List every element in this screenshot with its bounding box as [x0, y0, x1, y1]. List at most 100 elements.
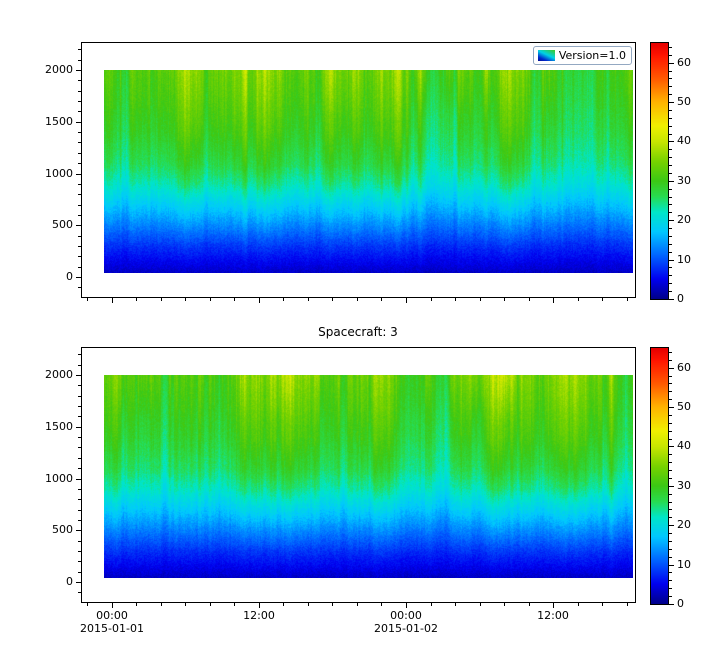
colorbar-major-tick [669, 63, 674, 64]
x-axis-minor-tick [283, 603, 284, 606]
x-axis-minor-tick [185, 298, 186, 301]
x-axis-minor-tick [210, 603, 211, 606]
x-axis-minor-tick [627, 298, 628, 301]
colorbar-tick-label: 40 [677, 439, 691, 452]
y-tick-label: 500 [52, 218, 73, 231]
x-axis-minor-tick [529, 298, 530, 301]
x-axis-major-tick [553, 298, 554, 303]
colorbar-tick-label: 20 [677, 518, 691, 531]
x-axis-minor-tick [234, 603, 235, 606]
colorbar-tick-label: 0 [677, 292, 684, 305]
spectrogram-heatmap-2 [104, 375, 633, 578]
colorbar-minor-tick [669, 360, 672, 361]
x-axis-minor-tick [602, 298, 603, 301]
colorbar-major-tick [669, 102, 674, 103]
colorbar-minor-tick [669, 283, 672, 284]
colorbar-minor-tick [669, 149, 672, 150]
legend-swatch-icon [537, 50, 555, 61]
colorbar-minor-tick [669, 55, 672, 56]
x-axis-major-tick [406, 298, 407, 303]
colorbar-minor-tick [669, 391, 672, 392]
colorbar-major-tick [669, 486, 674, 487]
colorbar-minor-tick [669, 533, 672, 534]
colorbar-major-tick [669, 604, 674, 605]
colorbar-tick-label: 60 [677, 361, 691, 374]
colorbar-minor-tick [669, 509, 672, 510]
colorbar-minor-tick [669, 462, 672, 463]
x-axis-minor-tick [431, 298, 432, 301]
legend-label: Version=1.0 [558, 49, 626, 62]
colorbar-minor-tick [669, 228, 672, 229]
y-tick-label: 1500 [45, 115, 73, 128]
x-axis-minor-tick [504, 603, 505, 606]
colorbar-minor-tick [669, 541, 672, 542]
colorbar-minor-tick [669, 549, 672, 550]
colorbar-minor-tick [669, 291, 672, 292]
x-axis-minor-tick [161, 603, 162, 606]
colorbar-minor-tick [669, 557, 672, 558]
colorbar-minor-tick [669, 244, 672, 245]
x-tick-label: 12:00 [537, 609, 569, 622]
colorbar-minor-tick [669, 267, 672, 268]
x-axis-minor-tick [161, 298, 162, 301]
colorbar-minor-tick [669, 94, 672, 95]
panel-2-title: Spacecraft: 3 [318, 325, 398, 339]
x-tick-label: 00:00 [390, 609, 422, 622]
colorbar-major-tick [669, 565, 674, 566]
colorbar-tick-label: 60 [677, 56, 691, 69]
colorbar-minor-tick [669, 517, 672, 518]
colorbar-minor-tick [669, 212, 672, 213]
colorbar-tick-label: 50 [677, 95, 691, 108]
x-axis-minor-tick [87, 298, 88, 301]
y-tick-label: 500 [52, 523, 73, 536]
colorbar-major-tick [669, 220, 674, 221]
colorbar-2 [650, 347, 669, 605]
colorbar-minor-tick [669, 383, 672, 384]
x-date-label: 2015-01-01 [80, 622, 144, 635]
colorbar-minor-tick [669, 157, 672, 158]
colorbar-minor-tick [669, 439, 672, 440]
y-tick-label: 2000 [45, 63, 73, 76]
colorbar-tick-label: 40 [677, 134, 691, 147]
colorbar-minor-tick [669, 275, 672, 276]
spectrogram-panel-1: Version=1.0 [81, 42, 636, 298]
x-tick-label: 12:00 [243, 609, 275, 622]
x-axis-major-tick [259, 298, 260, 303]
colorbar-minor-tick [669, 189, 672, 190]
colorbar-minor-tick [669, 71, 672, 72]
x-axis-minor-tick [357, 298, 358, 301]
x-axis-minor-tick [627, 603, 628, 606]
colorbar-minor-tick [669, 110, 672, 111]
x-axis-major-tick [553, 603, 554, 608]
colorbar-minor-tick [669, 165, 672, 166]
colorbar-minor-tick [669, 494, 672, 495]
spectrogram-heatmap-1 [104, 70, 633, 273]
colorbar-tick-label: 0 [677, 597, 684, 610]
x-axis-minor-tick [234, 298, 235, 301]
x-axis-minor-tick [578, 298, 579, 301]
colorbar-major-tick [669, 407, 674, 408]
colorbar-major-tick [669, 368, 674, 369]
colorbar-major-tick [669, 181, 674, 182]
colorbar-minor-tick [669, 118, 672, 119]
colorbar-minor-tick [669, 134, 672, 135]
x-axis-minor-tick [308, 603, 309, 606]
x-tick-label: 00:00 [96, 609, 128, 622]
x-axis-minor-tick [283, 298, 284, 301]
x-axis-minor-tick [431, 603, 432, 606]
colorbar-minor-tick [669, 399, 672, 400]
colorbar-minor-tick [669, 376, 672, 377]
x-axis-minor-tick [480, 298, 481, 301]
colorbar-major-tick [669, 525, 674, 526]
x-axis-minor-tick [455, 603, 456, 606]
x-axis-minor-tick [381, 603, 382, 606]
colorbar-1 [650, 42, 669, 300]
x-axis-minor-tick [136, 603, 137, 606]
x-axis-minor-tick [455, 298, 456, 301]
colorbar-minor-tick [669, 454, 672, 455]
y-tick-label: 1500 [45, 420, 73, 433]
x-axis-major-tick [259, 603, 260, 608]
x-axis-minor-tick [210, 298, 211, 301]
x-axis-minor-tick [357, 603, 358, 606]
